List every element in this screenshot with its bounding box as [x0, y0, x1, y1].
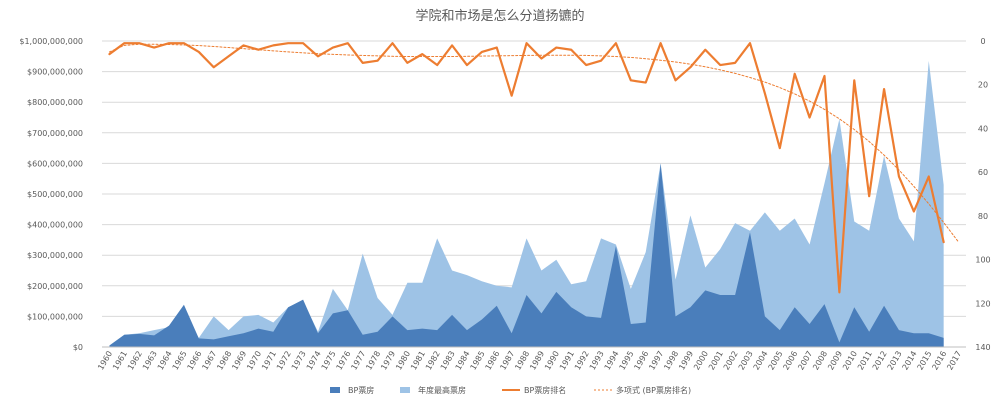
legend-label: BP票房排名 [524, 385, 566, 395]
right-axis-ticks: 0 20 40 60 80 100 120 140 [975, 37, 990, 352]
right-axis-tick-label: 120 [975, 299, 990, 308]
right-axis-tick-label: 140 [975, 343, 990, 352]
legend-item-rank-trendline: 多项式 (BP票房排名) [594, 385, 691, 395]
left-axis-ticks: $0 $100,000,000 $200,000,000 $300,000,000 $4… [19, 37, 83, 352]
x-axis-ticks: 1960196119621963196419651966196719681969… [96, 350, 963, 372]
left-axis-tick-label: $0 [73, 343, 83, 352]
legend-label: BP票房 [348, 385, 374, 395]
left-axis-tick-label: $200,000,000 [27, 282, 83, 291]
left-axis-tick-label: $900,000,000 [27, 68, 83, 77]
right-axis-tick-label: 0 [980, 37, 985, 46]
right-axis-tick-label: 100 [975, 256, 990, 265]
chart-title: 学院和市场是怎么分道扬镳的 [415, 8, 584, 24]
line-bp-rank [108, 42, 945, 294]
left-axis-tick-label: $500,000,000 [27, 190, 83, 199]
left-axis-tick-label: $600,000,000 [27, 159, 83, 168]
legend-swatch [330, 387, 340, 393]
trendline-bp-rank [108, 43, 960, 243]
gridlines [102, 40, 966, 317]
legend-item-top-box-office: 年度最高票房 [400, 385, 466, 395]
left-axis-tick-label: $100,000,000 [27, 312, 83, 321]
left-axis-tick-label: $700,000,000 [27, 129, 83, 138]
area-series-layer [109, 60, 944, 347]
x-axis-tick-label: 2017 [945, 350, 963, 372]
right-axis-tick-label: 20 [978, 81, 988, 90]
legend-swatch [400, 387, 410, 393]
right-axis-tick-label: 80 [978, 212, 988, 221]
right-axis-tick-label: 60 [978, 168, 988, 177]
line-series-layer [108, 42, 960, 294]
area-bp-box-office [109, 163, 944, 347]
area-top-box-office [109, 60, 944, 347]
legend-label: 年度最高票房 [418, 385, 466, 395]
left-axis-tick-label: $800,000,000 [27, 98, 83, 107]
legend: BP票房 年度最高票房 BP票房排名 多项式 (BP票房排名) [330, 385, 691, 395]
left-axis-tick-label: $1,000,000,000 [19, 37, 83, 46]
legend-item-bp-box-office: BP票房 [330, 385, 374, 395]
legend-item-bp-rank: BP票房排名 [502, 385, 566, 395]
left-axis-tick-label: $400,000,000 [27, 221, 83, 230]
left-axis-tick-label: $300,000,000 [27, 251, 83, 260]
legend-label: 多项式 (BP票房排名) [616, 385, 691, 395]
right-axis-tick-label: 40 [978, 124, 988, 133]
